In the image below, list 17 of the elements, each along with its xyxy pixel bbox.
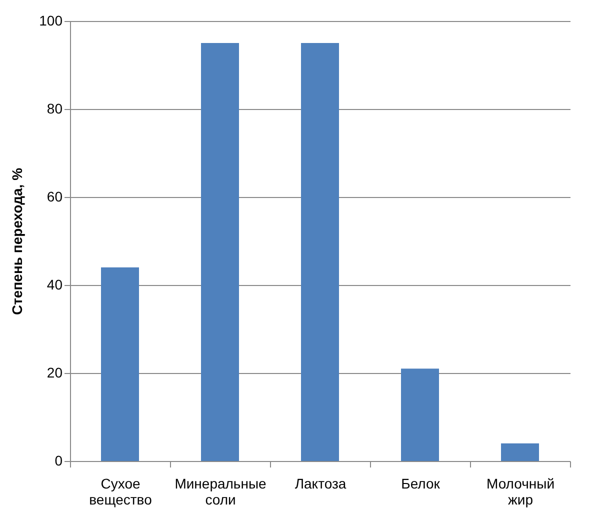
y-tick-label: 40 bbox=[46, 276, 63, 292]
x-tick-label: Сухое вещество bbox=[89, 476, 152, 508]
bar bbox=[101, 267, 139, 461]
bar bbox=[501, 443, 539, 461]
bar bbox=[401, 368, 439, 461]
x-tick-label: Лактоза bbox=[294, 476, 346, 492]
x-tick-label: Белок bbox=[401, 476, 441, 492]
y-axis-title: Степень перехода, % bbox=[9, 167, 26, 316]
x-tick-label: Минеральные соли bbox=[174, 476, 267, 508]
y-tick-label: 80 bbox=[46, 100, 63, 116]
x-tick-label: Молочный жир bbox=[486, 476, 555, 508]
y-tick-label: 20 bbox=[46, 364, 63, 380]
y-tick-label: 0 bbox=[54, 452, 63, 468]
bar bbox=[301, 43, 339, 461]
bar bbox=[201, 43, 239, 461]
y-tick-label: 100 bbox=[39, 12, 63, 28]
y-tick-label: 60 bbox=[46, 188, 63, 204]
